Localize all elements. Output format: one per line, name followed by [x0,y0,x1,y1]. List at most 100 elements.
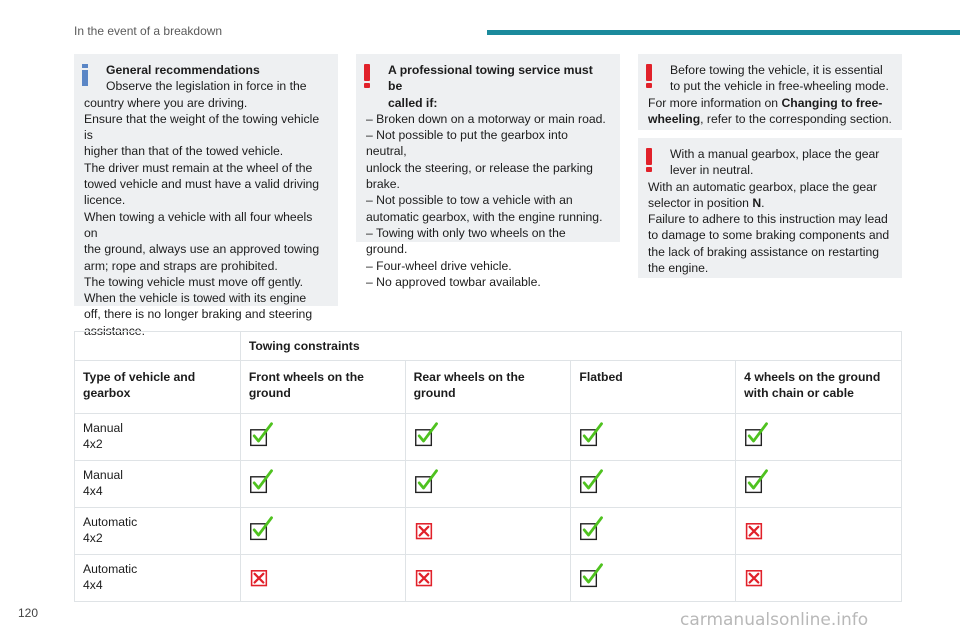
note-heading: General recommendations [106,63,260,77]
vehicle-type-cell: Automatic 4x2 [74,507,241,555]
note-line: Failure to adhere to this instruction ma… [648,212,888,227]
info-icon [82,64,88,86]
cross-mark-icon [745,570,763,587]
watermark: carmanualsonline.info [680,610,869,630]
gearbox-note: With a manual gearbox, place the gear le… [638,138,902,278]
note-line: When towing a vehicle with all four whee… [84,209,313,240]
note-line: towed vehicle and must have a valid driv… [84,177,320,192]
warning-icon [646,64,652,88]
constraint-cell [404,507,572,555]
warning-icon [364,64,370,88]
check-mark-icon [414,422,438,447]
check-mark-icon [580,469,604,494]
constraint-cell [735,460,902,508]
drive-type: 4x4 [83,484,103,498]
note-line: selector in position N. [648,195,892,211]
note-line: to damage to some braking components and [648,228,890,243]
note-line: – No approved towbar available. [366,274,541,289]
note-line: wheeling, refer to the corresponding sec… [648,111,892,127]
free-wheeling-note: Before towing the vehicle, it is essenti… [638,54,902,130]
column-header: Type of vehicle and gearbox [74,360,241,414]
constraint-cell [404,413,572,461]
table-row: Automatic 4x2 [74,507,902,555]
note-line: Before towing the vehicle, it is essenti… [670,63,883,77]
note-line: – Not possible to put the gearbox into n… [366,128,568,159]
note-line: country where you are driving. [84,95,248,110]
check-mark-icon [580,422,604,447]
note-line: the ground, always use an approved towin… [84,242,320,257]
constraint-cell [735,413,902,461]
note-text: , refer to the corresponding section. [700,111,892,126]
check-mark-icon [580,516,604,541]
note-line: higher than that of the towed vehicle. [84,144,284,159]
column-header: Front wheels on the ground [239,360,406,414]
note-line: The towing vehicle must move off gently. [84,274,304,289]
gearbox-type: Automatic [83,562,138,576]
note-line: The driver must remain at the wheel of t… [84,160,313,175]
note-line: licence. [84,193,126,208]
check-mark-icon [580,563,604,588]
constraint-cell [570,507,737,555]
cross-reference-link: Changing to free- [781,95,883,110]
table-header-row: Type of vehicle and gearbox Front wheels… [74,360,902,414]
note-line: – Not possible to tow a vehicle with an [366,193,573,208]
table-row: Manual 4x2 [74,413,902,461]
cross-mark-icon [415,523,432,540]
check-mark-icon [249,469,273,494]
note-line: Observe the legislation in force in the [106,79,307,94]
column-header: Flatbed [570,360,737,414]
constraint-cell [570,554,737,602]
note-text: . [761,195,765,210]
cross-mark-icon [415,570,432,587]
column-header: Rear wheels on the ground [404,360,572,414]
note-line: the engine. [648,261,709,276]
table-row: Manual 4x4 [74,460,902,508]
warning-icon [646,148,652,172]
table-title-row: Towing constraints [74,331,903,361]
note-heading: A professional towing service must be [388,63,593,94]
vehicle-type-cell: Manual 4x4 [74,460,241,508]
note-line: When the vehicle is towed with its engin… [84,291,307,306]
constraint-cell [404,554,572,602]
note-heading: called if: [388,95,438,110]
note-line: brake. [366,177,400,192]
constraint-cell [570,460,737,508]
constraint-cell [735,507,902,555]
gearbox-type: Manual [83,421,123,435]
vehicle-type-cell: Automatic 4x4 [74,554,241,602]
note-line: With a manual gearbox, place the gear [670,147,880,161]
note-line: With an automatic gearbox, place the gea… [648,179,877,194]
section-title: In the event of a breakdown [74,24,223,38]
note-text: selector in position [648,195,753,210]
professional-towing-note: A professional towing service must be ca… [356,54,620,289]
page-number: 120 [18,606,39,620]
note-line: arm; rope and straps are prohibited. [84,258,278,273]
check-mark-icon [249,422,273,447]
note-text: For more information on [648,95,782,110]
note-line: – Towing with only two wheels on the gro… [366,225,566,257]
note-line: Ensure that the weight of the towing veh… [84,111,320,143]
vehicle-type-cell: Manual 4x2 [74,413,241,461]
note-line: – Four-wheel drive vehicle. [366,258,512,273]
column-header: 4 wheels on the ground with chain or cab… [735,360,902,414]
constraint-cell [239,460,406,508]
note-line: – Broken down on a motorway or main road… [366,111,606,126]
table-title: Towing constraints [239,331,903,361]
note-line: For more information on Changing to free… [648,95,892,111]
note-line: to put the vehicle in free-wheeling mode… [670,79,889,94]
note-line: unlock the steering, or release the park… [366,160,593,175]
gearbox-type: Automatic [83,515,138,529]
gear-position: N [752,195,762,210]
note-line: lever in neutral. [670,163,754,178]
check-mark-icon [414,469,438,494]
table-corner-cell [74,331,241,361]
note-line: off, there is no longer braking and stee… [84,307,313,322]
table-row: Automatic 4x4 [74,554,902,602]
constraint-cell [570,413,737,461]
cross-mark-icon [250,570,267,587]
drive-type: 4x4 [83,578,103,592]
constraint-cell [239,413,406,461]
constraint-cell [239,507,406,555]
constraint-cell [735,554,902,602]
cross-reference-link: wheeling [648,111,701,126]
